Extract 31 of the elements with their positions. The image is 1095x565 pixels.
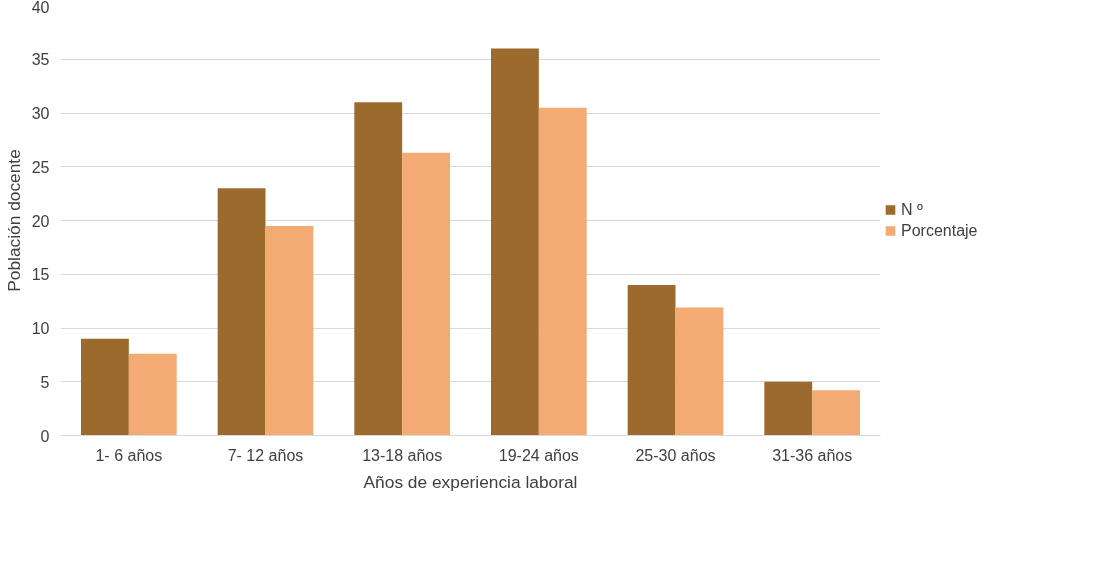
legend-label: N º xyxy=(901,200,923,219)
x-tick-label: 1- 6 años xyxy=(95,446,163,464)
y-tick-label: 5 xyxy=(40,373,50,391)
y-tick-label: 10 xyxy=(31,320,50,337)
y-tick-label: 15 xyxy=(31,266,50,284)
x-tick-label: 25-30 años xyxy=(635,446,716,464)
bar xyxy=(627,285,676,436)
y-tick-label: 35 xyxy=(31,51,50,69)
x-tick-label: 13-18 años xyxy=(362,446,443,464)
y-tick-label: 0 xyxy=(40,427,50,445)
x-axis-title: Años de experiencia laboral xyxy=(363,471,578,492)
bar xyxy=(265,225,314,436)
y-tick-label: 30 xyxy=(31,105,50,122)
bar xyxy=(812,390,860,436)
bar xyxy=(81,338,129,436)
bar xyxy=(217,188,266,436)
bar xyxy=(402,152,450,436)
bar xyxy=(354,102,403,436)
x-tick-label: 31-36 años xyxy=(772,446,853,464)
bar xyxy=(764,381,813,436)
y-tick-label: 25 xyxy=(31,158,50,176)
x-tick-label: 7- 12 años xyxy=(227,446,304,464)
bar xyxy=(675,307,724,436)
y-tick-label: 40 xyxy=(31,0,50,16)
bar xyxy=(538,107,587,436)
x-tick-label: 19-24 años xyxy=(498,446,579,464)
y-axis-title: Población docente xyxy=(3,149,24,292)
bar xyxy=(128,353,177,436)
y-tick-label: 20 xyxy=(31,212,50,230)
legend-label: Porcentaje xyxy=(901,221,978,240)
bar xyxy=(491,48,539,436)
